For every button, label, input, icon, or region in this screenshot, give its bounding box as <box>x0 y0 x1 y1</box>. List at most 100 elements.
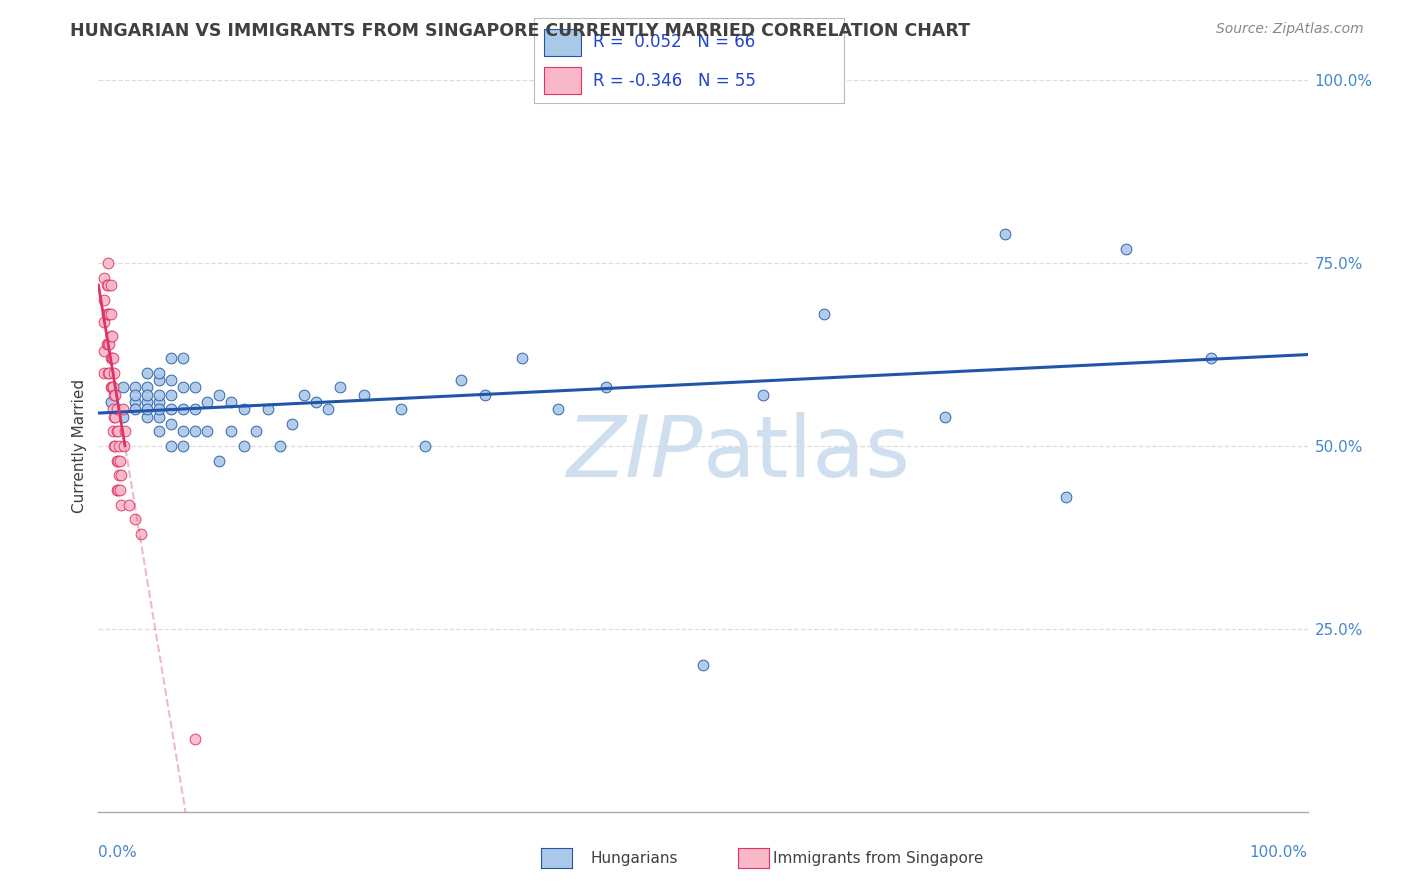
Point <box>752 388 775 402</box>
Point <box>135 395 157 409</box>
Point <box>105 483 128 497</box>
Point <box>105 425 128 439</box>
Point <box>108 439 131 453</box>
Point <box>148 366 170 380</box>
Text: Source: ZipAtlas.com: Source: ZipAtlas.com <box>1216 22 1364 37</box>
Point <box>195 395 218 409</box>
Point <box>124 395 146 409</box>
Point <box>1054 490 1077 504</box>
Point <box>97 307 120 321</box>
Point <box>510 351 533 366</box>
Point <box>97 366 120 380</box>
Point <box>450 373 472 387</box>
Point <box>98 366 121 380</box>
Point <box>160 402 183 417</box>
Point <box>100 307 122 321</box>
Point <box>104 409 127 424</box>
Text: atlas: atlas <box>703 412 911 495</box>
Point <box>100 380 122 394</box>
Point <box>148 388 170 402</box>
Point <box>124 512 146 526</box>
Point <box>934 409 956 424</box>
Text: Hungarians: Hungarians <box>591 851 678 865</box>
Point <box>184 425 207 439</box>
Text: ZIP: ZIP <box>567 412 703 495</box>
Point <box>692 658 714 673</box>
Point <box>353 388 375 402</box>
Text: Immigrants from Singapore: Immigrants from Singapore <box>773 851 984 865</box>
Point <box>100 380 122 394</box>
Point <box>245 425 267 439</box>
Point <box>103 388 125 402</box>
Point <box>281 417 304 431</box>
Point <box>103 409 125 424</box>
Point <box>184 402 207 417</box>
Point <box>172 380 194 394</box>
Point <box>98 336 121 351</box>
Point <box>96 278 118 293</box>
Point <box>100 351 122 366</box>
Point <box>110 498 132 512</box>
Point <box>547 402 569 417</box>
Point <box>305 395 328 409</box>
Point <box>97 336 120 351</box>
Point <box>105 402 128 417</box>
Text: R = -0.346   N = 55: R = -0.346 N = 55 <box>593 71 756 89</box>
Point <box>292 388 315 402</box>
Point <box>101 351 124 366</box>
Point <box>96 336 118 351</box>
Point <box>100 329 122 343</box>
Point <box>474 388 496 402</box>
Point <box>124 388 146 402</box>
Point <box>148 402 170 417</box>
Point <box>172 425 194 439</box>
Point <box>124 380 146 394</box>
Point <box>101 402 124 417</box>
Y-axis label: Currently Married: Currently Married <box>72 379 87 513</box>
Point <box>148 425 170 439</box>
Point <box>108 483 131 497</box>
Point <box>93 366 115 380</box>
Point <box>994 227 1017 241</box>
Point <box>98 307 121 321</box>
Point <box>221 395 243 409</box>
Point <box>195 425 218 439</box>
Point <box>1199 351 1222 366</box>
Point <box>118 498 141 512</box>
Point <box>208 388 231 402</box>
Point <box>111 380 134 394</box>
Point <box>97 256 120 270</box>
Point <box>110 468 132 483</box>
Point <box>135 380 157 394</box>
Point <box>100 278 122 293</box>
Point <box>232 439 254 453</box>
Point <box>160 388 183 402</box>
Point <box>269 439 291 453</box>
Point <box>105 453 128 467</box>
Point <box>111 409 134 424</box>
Point <box>93 315 115 329</box>
Text: 0.0%: 0.0% <box>98 845 138 860</box>
Point <box>93 343 115 358</box>
Point <box>172 351 194 366</box>
Point <box>97 278 120 293</box>
Point <box>148 409 170 424</box>
Point <box>413 439 436 453</box>
Point <box>101 380 124 394</box>
Point <box>172 402 194 417</box>
Point <box>595 380 617 394</box>
Point <box>135 409 157 424</box>
Point <box>100 329 122 343</box>
Point <box>184 380 207 394</box>
Point <box>107 483 129 497</box>
Point <box>112 439 135 453</box>
Point <box>160 351 183 366</box>
Point <box>114 425 136 439</box>
Point <box>813 307 835 321</box>
Point <box>100 351 122 366</box>
Point <box>148 395 170 409</box>
Point <box>135 366 157 380</box>
Point <box>316 402 339 417</box>
Text: R =  0.052   N = 66: R = 0.052 N = 66 <box>593 33 755 52</box>
Point <box>93 270 115 285</box>
